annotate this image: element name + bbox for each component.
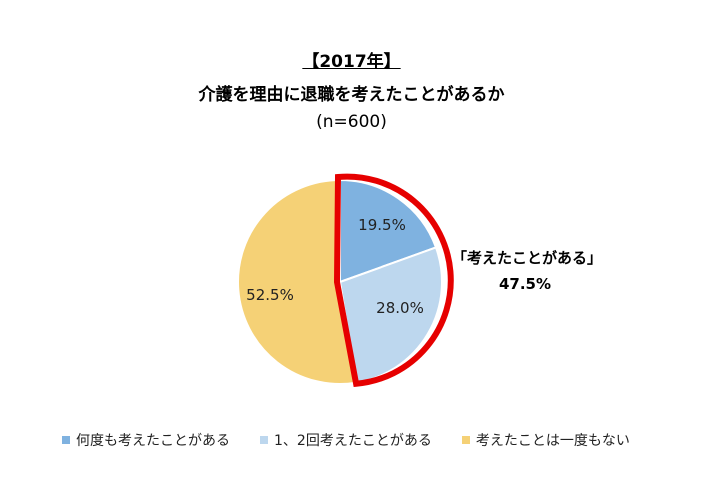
legend-swatch <box>461 436 470 444</box>
sample-size: (n=600) <box>316 112 387 132</box>
legend-label: 1、2回考えたことがある <box>274 433 432 449</box>
slice-label: 28.0% <box>376 299 424 317</box>
legend-item: 何度も考えたことがある <box>62 430 230 450</box>
highlight-outline <box>333 173 454 387</box>
legend-item: 1、2回考えたことがある <box>260 430 432 450</box>
legend-label: 考えたことは一度もない <box>475 433 630 449</box>
slice-label: 52.5% <box>246 286 294 304</box>
legend-swatch <box>260 436 268 444</box>
legend-label: 何度も考えたことがある <box>76 433 230 449</box>
callout-value: 47.5% <box>498 275 552 293</box>
pie-slice <box>339 178 438 284</box>
chart-legend: 何度も考えたことがある 1、2回考えたことがある 考えたことは一度もない <box>62 430 630 450</box>
legend-item: 考えたことは一度もない <box>461 430 630 450</box>
chart-year-title: 【2017年】 <box>302 52 401 72</box>
legend-swatch <box>62 436 70 444</box>
callout-label: 「考えたことがある」 <box>452 249 603 267</box>
slice-label: 19.5% <box>358 216 406 234</box>
chart-title: 介護を理由に退職を考えたことがあるか <box>198 85 505 105</box>
callout-annotation: 「考えたことがある」 47.5% <box>452 245 603 297</box>
pie-slice <box>236 178 358 385</box>
